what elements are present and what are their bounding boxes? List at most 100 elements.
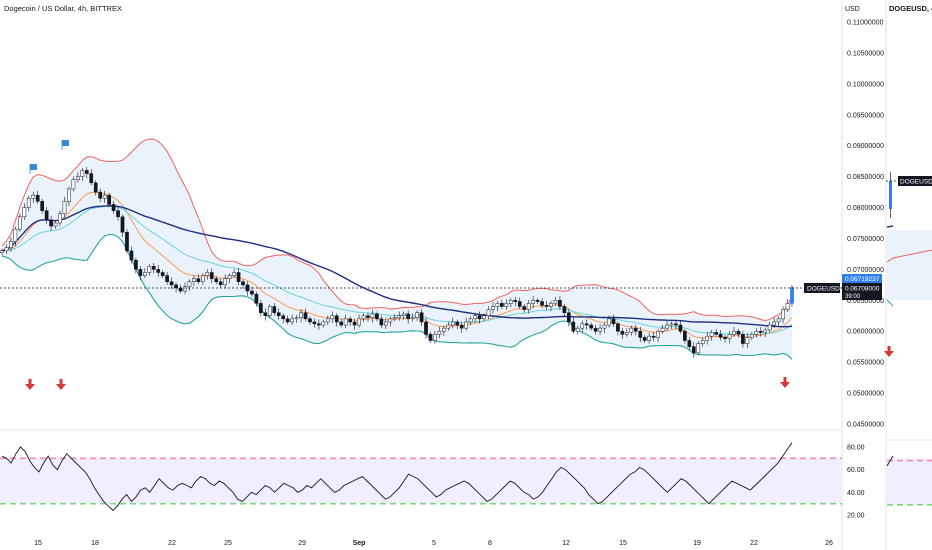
candle bbox=[709, 329, 714, 341]
rsi-tick-label: 60.00 bbox=[847, 467, 865, 474]
time-tick-label: 8 bbox=[488, 540, 492, 547]
rsi-tick-label: 40.00 bbox=[847, 490, 865, 497]
candle-body bbox=[477, 315, 482, 320]
candle bbox=[419, 309, 424, 326]
time-tick-label: 25 bbox=[224, 540, 232, 547]
candle-body bbox=[611, 318, 616, 325]
candle bbox=[473, 312, 477, 323]
candle bbox=[544, 300, 549, 311]
candle-body bbox=[410, 317, 415, 320]
candle bbox=[129, 246, 134, 264]
candle-body bbox=[13, 228, 18, 242]
candle-body bbox=[263, 312, 268, 317]
candle bbox=[625, 328, 629, 337]
candle-body bbox=[200, 275, 205, 283]
candle-body bbox=[714, 332, 718, 335]
candle bbox=[263, 308, 268, 321]
candle-body bbox=[299, 312, 303, 318]
candle bbox=[120, 214, 125, 237]
candle bbox=[67, 186, 71, 207]
candle-body bbox=[718, 334, 723, 338]
candle-body bbox=[4, 247, 9, 252]
side-lower-line bbox=[886, 299, 894, 307]
candle-body bbox=[754, 330, 759, 335]
candle bbox=[209, 268, 214, 284]
candle bbox=[254, 291, 259, 307]
rsi-tick-label: 80.00 bbox=[847, 445, 865, 452]
candle bbox=[303, 308, 308, 322]
candle-body bbox=[580, 323, 585, 329]
candle bbox=[107, 192, 111, 207]
candle bbox=[513, 296, 518, 307]
candle bbox=[58, 210, 62, 227]
candle bbox=[691, 342, 696, 358]
candle bbox=[674, 320, 678, 330]
candle bbox=[410, 313, 415, 322]
candle-body bbox=[98, 191, 103, 199]
candle-body bbox=[504, 303, 509, 307]
candle bbox=[433, 330, 437, 344]
sma-long-line bbox=[1, 205, 793, 328]
candle-body bbox=[678, 324, 683, 332]
candle-body bbox=[348, 318, 352, 323]
rsi-tick-label: 20.00 bbox=[847, 513, 865, 520]
candle bbox=[223, 274, 228, 289]
candle-body bbox=[379, 318, 384, 326]
candle bbox=[482, 313, 486, 322]
candle bbox=[9, 237, 13, 252]
candle-body bbox=[553, 300, 558, 304]
candle-body bbox=[44, 210, 49, 221]
arrow-shaft bbox=[28, 379, 32, 385]
candle-body bbox=[593, 327, 598, 332]
candle bbox=[308, 316, 312, 326]
candle-body bbox=[455, 321, 460, 326]
candle bbox=[495, 300, 500, 312]
candle bbox=[517, 297, 522, 309]
candle-body bbox=[446, 324, 451, 329]
side-candle-body bbox=[889, 181, 892, 209]
candle bbox=[151, 262, 156, 274]
candle-body bbox=[468, 318, 473, 323]
candle bbox=[607, 315, 611, 328]
time-tick-label: 22 bbox=[750, 540, 758, 547]
candle-body bbox=[629, 327, 634, 333]
candle bbox=[598, 323, 602, 336]
candle bbox=[281, 313, 286, 324]
candle bbox=[732, 326, 736, 337]
candle-body bbox=[169, 281, 174, 286]
side-upper-line bbox=[886, 249, 932, 263]
candle bbox=[754, 327, 759, 338]
price-tick-label: 0.06500000 bbox=[847, 298, 884, 305]
candle bbox=[772, 317, 776, 329]
blue-price-tag bbox=[842, 274, 882, 283]
candle-body bbox=[656, 330, 660, 338]
candle-body bbox=[691, 346, 696, 354]
candle bbox=[80, 167, 85, 181]
candle bbox=[299, 309, 303, 323]
candle-body bbox=[785, 303, 790, 310]
candle-body bbox=[464, 321, 469, 329]
candle-body bbox=[281, 315, 286, 320]
candle-body bbox=[558, 300, 562, 307]
candle bbox=[665, 320, 669, 332]
candle bbox=[553, 296, 558, 306]
candle bbox=[642, 334, 647, 343]
candle bbox=[71, 176, 76, 192]
candle bbox=[696, 341, 701, 356]
candle-body bbox=[727, 334, 732, 339]
candle bbox=[18, 213, 22, 232]
candle bbox=[160, 270, 165, 279]
candle bbox=[334, 313, 339, 327]
candle bbox=[227, 273, 232, 284]
candle bbox=[241, 279, 245, 289]
last-price-value: 0.06708000 bbox=[845, 286, 880, 293]
candle-body bbox=[26, 198, 31, 208]
candle-body bbox=[107, 194, 111, 205]
candle bbox=[508, 297, 513, 308]
candle-body bbox=[330, 315, 335, 320]
candle bbox=[526, 299, 531, 314]
candle-body bbox=[241, 281, 245, 286]
candle bbox=[714, 329, 718, 337]
flag-cloth bbox=[62, 140, 69, 146]
